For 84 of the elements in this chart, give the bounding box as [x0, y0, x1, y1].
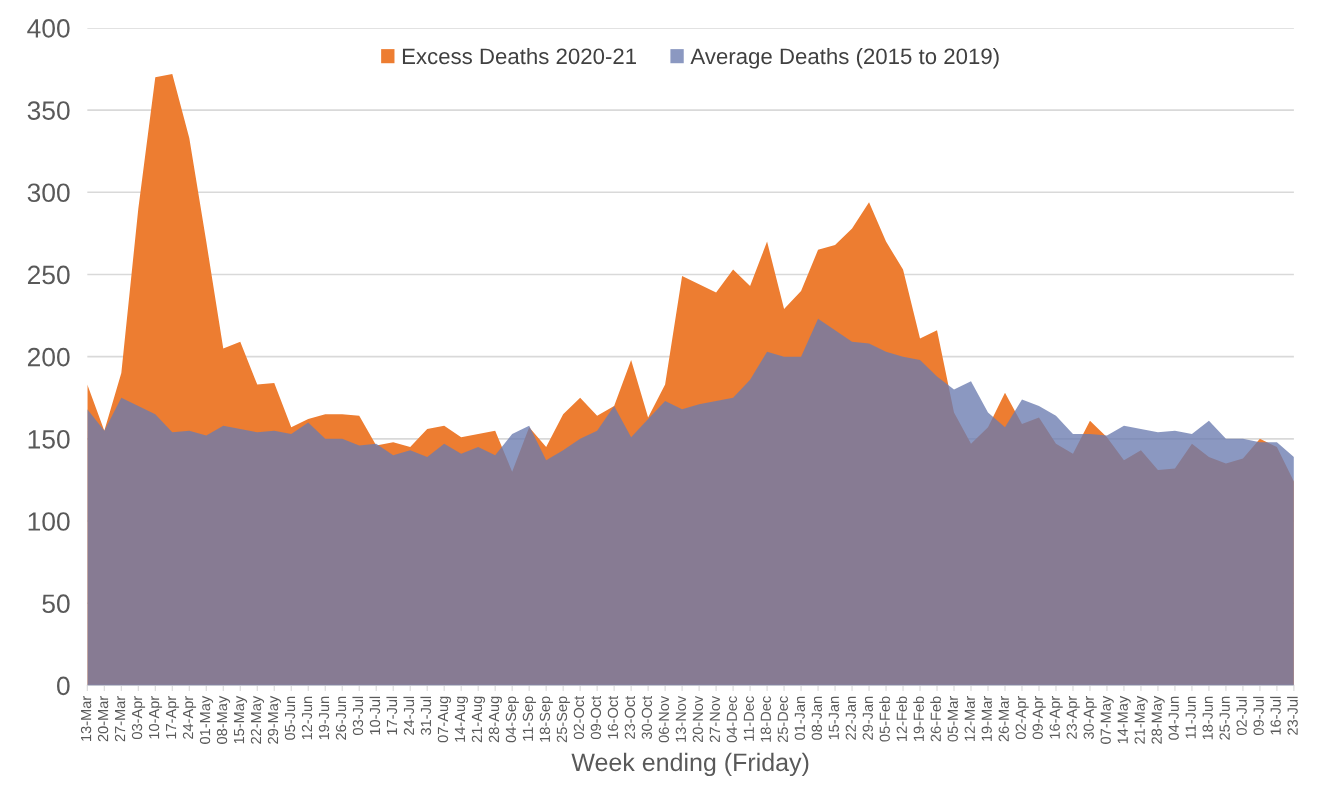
- x-tick-label: 19-Feb: [913, 696, 924, 741]
- x-tick-label: 17-Jul: [386, 696, 398, 735]
- x-tick-label: 27-Mar: [114, 696, 126, 742]
- x-tick-label: 18-Jun: [1202, 696, 1213, 740]
- x-tick-label: 07-Aug: [437, 696, 451, 743]
- x-tick-label: 09-Oct: [590, 695, 602, 740]
- x-tick-label: 11-Sep: [522, 696, 536, 741]
- x-tick-label: 13-Mar: [80, 696, 92, 741]
- y-tick-label: 150: [28, 429, 70, 449]
- x-tick-label: 24-Apr: [182, 696, 197, 739]
- y-tick-label: 400: [27, 19, 70, 38]
- x-tick-label: 04-Jun: [1168, 696, 1179, 740]
- x-tick-label: 13-Nov: [675, 695, 687, 742]
- x-tick-label: 14-May: [1117, 695, 1131, 744]
- x-tick-label: 10-Apr: [148, 696, 163, 739]
- x-tick-label: 05-Mar: [947, 696, 958, 742]
- x-tick-label: 02-Oct: [573, 695, 585, 740]
- y-tick-label: 100: [28, 512, 70, 531]
- legend-label: Excess Deaths 2020-21: [402, 47, 636, 65]
- x-tick-label: 02-Apr: [1015, 696, 1029, 740]
- x-tick-label: 12-Jun: [301, 696, 313, 740]
- y-tick-label: 300: [27, 183, 70, 203]
- y-tick-label: 50: [42, 594, 70, 614]
- x-tick-label: 07-May: [1100, 695, 1114, 744]
- x-tick-label: 28-May: [1151, 695, 1165, 744]
- x-tick-label: 03-Apr: [131, 696, 146, 740]
- x-tick-label: 09-Jul: [1253, 696, 1264, 735]
- x-tick-label: 15-Jan: [828, 696, 839, 740]
- x-tick-label: 16-Apr: [1049, 696, 1063, 739]
- x-tick-label: 05-Jun: [284, 696, 296, 740]
- x-tick-label: 21-Aug: [471, 696, 485, 743]
- x-tick-label: 29-Jan: [862, 696, 873, 740]
- x-tick-label: 23-Jul: [1287, 696, 1298, 735]
- x-tick-label: 31-Jul: [420, 696, 432, 735]
- x-tick-label: 10-Jul: [369, 696, 381, 735]
- legend-label: Average Deaths (2015 to 2019): [690, 47, 999, 69]
- x-tick-label: 12-Mar: [964, 696, 975, 741]
- x-tick-label: 22-May: [250, 695, 265, 744]
- x-tick-label: 18-Dec: [760, 696, 771, 742]
- x-tick-label: 30-Oct: [641, 695, 653, 740]
- x-tick-label: 26-Mar: [998, 696, 1009, 742]
- x-tick-label: 08-Jan: [811, 696, 822, 740]
- x-tick-label: 04-Sep: [505, 696, 519, 743]
- x-tick-label: 29-May: [267, 695, 282, 744]
- x-tick-label: 28-Aug: [488, 696, 502, 743]
- x-tick-label: 22-Jan: [845, 696, 856, 740]
- y-tick-label: 250: [27, 265, 70, 285]
- x-tick-label: 30-Apr: [1083, 696, 1097, 740]
- y-tick-label: 200: [27, 347, 70, 367]
- x-axis-title: Week ending (Friday): [571, 752, 809, 777]
- x-tick-label: 20-Mar: [97, 696, 109, 742]
- x-tick-label: 24-Jul: [403, 696, 415, 735]
- x-tick-label: 05-Feb: [879, 696, 890, 742]
- x-tick-label: 16-Oct: [607, 695, 619, 739]
- x-tick-label: 19-Jun: [318, 696, 330, 740]
- x-tick-label: 23-Oct: [624, 695, 636, 739]
- x-tick-label: 17-Apr: [166, 696, 180, 739]
- x-tick-label: 15-May: [234, 695, 248, 744]
- x-tick-label: 04-Dec: [726, 696, 738, 743]
- x-tick-label: 02-Jul: [1236, 696, 1247, 735]
- x-tick-label: 19-Mar: [981, 696, 992, 741]
- x-tick-label: 26-Feb: [930, 696, 941, 742]
- x-tick-label: 08-May: [216, 695, 231, 744]
- x-tick-label: 25-Sep: [556, 696, 570, 743]
- x-tick-label: 11-Dec: [743, 696, 754, 741]
- x-tick-label: 20-Nov: [692, 695, 704, 743]
- x-tick-label: 06-Nov: [658, 695, 670, 743]
- x-tick-label: 11-Jun: [1185, 696, 1196, 739]
- x-tick-label: 25-Jun: [1219, 696, 1230, 740]
- x-tick-label: 01-Jan: [794, 696, 805, 740]
- x-tick-label: 09-Apr: [1032, 696, 1046, 740]
- x-tick-label: 18-Sep: [539, 696, 553, 742]
- x-tick-label: 23-Apr: [1066, 696, 1080, 739]
- x-tick-label: 03-Jul: [352, 696, 364, 735]
- x-tick-label: 27-Nov: [709, 695, 721, 743]
- y-tick-label: 0: [57, 676, 70, 696]
- x-tick-label: 12-Feb: [896, 696, 907, 741]
- x-tick-label: 26-Jun: [335, 696, 347, 740]
- x-tick-label: 25-Dec: [777, 696, 788, 743]
- x-tick-label: 16-Jul: [1270, 696, 1281, 735]
- x-tick-label: 21-May: [1134, 695, 1148, 744]
- y-tick-label: 350: [27, 101, 70, 120]
- x-tick-label: 01-May: [199, 695, 214, 744]
- x-tick-label: 14-Aug: [454, 696, 468, 742]
